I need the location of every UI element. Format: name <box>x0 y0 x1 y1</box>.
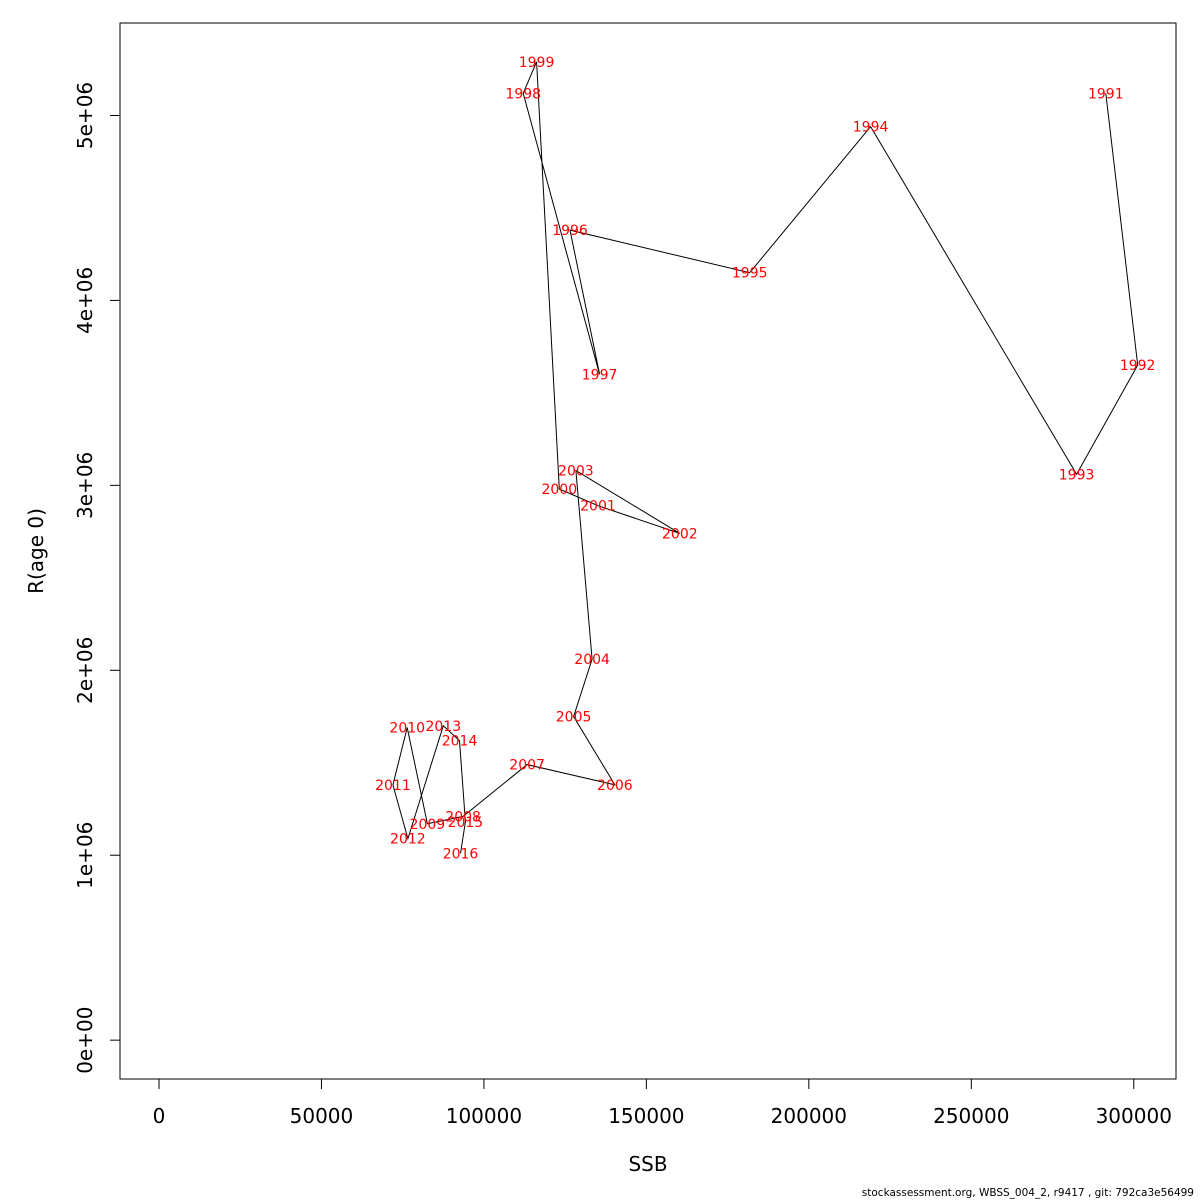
x-axis: 0 50000 100000 150000 200000 250000 300000 <box>153 1078 1172 1128</box>
year-label-1994: 1994 <box>853 120 889 136</box>
year-label-1995: 1995 <box>732 266 768 282</box>
trajectory-line <box>392 61 1139 854</box>
year-label-2001: 2001 <box>580 499 616 515</box>
year-label-2014: 2014 <box>442 734 478 750</box>
year-label-1992: 1992 <box>1120 358 1156 374</box>
y-tick-label: 4e+06 <box>73 267 97 334</box>
year-label-2005: 2005 <box>556 710 592 726</box>
x-tick-label: 250000 <box>933 1104 1009 1128</box>
year-label-2004: 2004 <box>574 652 610 668</box>
x-axis-title: SSB <box>628 1152 667 1176</box>
year-label-1993: 1993 <box>1059 467 1095 483</box>
year-label-2012: 2012 <box>390 832 426 848</box>
x-tick-label: 100000 <box>446 1104 522 1128</box>
year-label-2007: 2007 <box>509 758 545 774</box>
year-label-2002: 2002 <box>662 526 698 542</box>
year-label-2010: 2010 <box>389 721 425 737</box>
x-tick-label: 300000 <box>1096 1104 1172 1128</box>
year-label-1997: 1997 <box>582 367 618 383</box>
x-tick-label: 200000 <box>771 1104 847 1128</box>
y-tick-label: 0e+00 <box>73 1007 97 1074</box>
y-axis: 0e+00 1e+06 2e+06 3e+06 4e+06 5e+06 <box>73 82 121 1074</box>
year-label-1996: 1996 <box>552 223 588 239</box>
y-tick-label: 2e+06 <box>73 637 97 704</box>
year-label-2016: 2016 <box>443 846 479 862</box>
year-label-1998: 1998 <box>505 86 541 102</box>
y-axis-title: R(age 0) <box>24 508 48 594</box>
y-tick-label: 1e+06 <box>73 822 97 889</box>
y-tick-label: 3e+06 <box>73 452 97 519</box>
year-label-2003: 2003 <box>558 464 594 480</box>
year-label-2015: 2015 <box>448 815 484 831</box>
y-tick-label: 5e+06 <box>73 82 97 149</box>
year-label-2009: 2009 <box>410 817 446 833</box>
year-label-1999: 1999 <box>519 55 555 71</box>
x-tick-label: 50000 <box>290 1104 354 1128</box>
x-tick-label: 150000 <box>608 1104 684 1128</box>
year-label-2000: 2000 <box>541 482 577 498</box>
year-label-2006: 2006 <box>597 778 633 794</box>
plot-frame <box>119 22 1177 1080</box>
x-tick-label: 0 <box>153 1104 166 1128</box>
year-label-2011: 2011 <box>375 778 411 794</box>
year-label-2008: 2008 <box>445 809 481 825</box>
series-path <box>392 61 1139 854</box>
year-labels: 1991 1992 1993 1994 1995 1996 1997 1998 1999 2000… <box>375 55 1155 863</box>
year-label-1991: 1991 <box>1088 86 1124 102</box>
year-label-2013: 2013 <box>425 719 461 735</box>
footer-credit: stockassessment.org, WBSS_004_2, r9417 ,… <box>861 1187 1194 1199</box>
